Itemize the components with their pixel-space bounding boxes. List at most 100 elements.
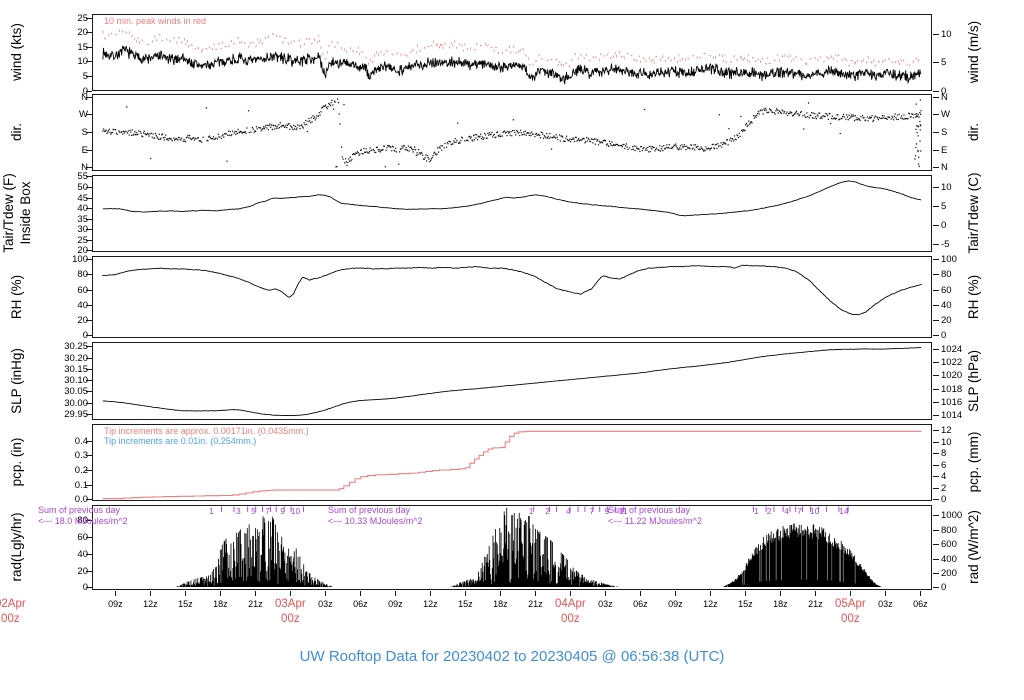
x-tick [850, 591, 852, 596]
x-date-z-label: 00z [561, 613, 580, 625]
y-tick [933, 186, 939, 188]
y-tick-label: 400 [941, 553, 957, 565]
y-tick [86, 229, 92, 231]
panel-wind-plot [102, 28, 922, 85]
y-tick [933, 348, 939, 350]
y-tick [933, 259, 939, 261]
panel-relative-humidity-plot [102, 264, 922, 316]
y-tick [933, 388, 939, 390]
x-tick [465, 591, 467, 596]
y-tick [86, 413, 92, 415]
x-date-label: 02Apr [0, 598, 26, 610]
x-tick-label: 15z [738, 599, 753, 609]
x-tick-label: 06z [353, 599, 368, 609]
panel-solar-radiation-plot [176, 506, 882, 588]
x-tick-label: 15z [458, 599, 473, 609]
x-date-label: 04Apr [554, 598, 586, 610]
y-tick [933, 96, 939, 98]
precip-accum-series [102, 430, 922, 500]
y-tick-label: 30.25 [64, 341, 88, 353]
y-tick [933, 33, 939, 35]
y-tick [86, 391, 92, 393]
y-tick [86, 570, 92, 572]
y-tick-label: 0.4 [74, 435, 88, 447]
y-tick [933, 375, 939, 377]
y-tick [86, 520, 92, 522]
y-tick-label: 60 [941, 284, 952, 296]
y-tick-label: 10 [77, 56, 88, 68]
y-tick-label: E [941, 144, 948, 156]
y-tick-label: 0.0 [74, 494, 88, 506]
y-tick-label: 40 [77, 299, 88, 311]
x-tick-label: 18z [493, 599, 508, 609]
y-tick [933, 464, 939, 466]
x-tick [395, 591, 397, 596]
y-tick-label: 60 [77, 284, 88, 296]
rad-cum-label: 4 [566, 506, 571, 516]
y-tick [86, 208, 92, 210]
y-tick [86, 289, 92, 291]
y-tick-label: 60 [77, 532, 88, 544]
y-tick [933, 544, 939, 546]
y-tick [86, 553, 92, 555]
y-tick-label: 1020 [941, 370, 963, 382]
y-tick-label: 0 [82, 85, 88, 97]
y-tick [933, 558, 939, 560]
x-tick [920, 591, 922, 596]
y-tick [933, 362, 939, 364]
y-tick [933, 114, 939, 116]
y-tick-label: 0 [82, 582, 88, 594]
rad-cum-label: 10 [809, 506, 820, 516]
x-tick [360, 591, 362, 596]
x-tick-label: 03z [598, 599, 613, 609]
rad-cum-ticks [221, 506, 849, 512]
y-tick-label: 1000 [941, 510, 963, 522]
panel-wind [92, 14, 932, 91]
y-tick-label: 80 [77, 269, 88, 281]
y-tick-label: 12 [941, 425, 952, 437]
y-tick-label: 29.95 [64, 408, 88, 420]
x-tick [885, 591, 887, 596]
rad-sum-day2: Sum of previous day <--- 10.33 MJoules/m… [328, 505, 423, 526]
rad-cum-label: 1 [753, 506, 759, 516]
x-tick [255, 591, 257, 596]
y-tick-label: 30.05 [64, 386, 88, 398]
y-tick-label: 1016 [941, 397, 963, 409]
y-tick-label: N [941, 91, 948, 103]
y-tick [86, 197, 92, 199]
y-tick [86, 239, 92, 241]
y-tick-label: 80 [77, 515, 88, 527]
rad-cum-label: 10 [290, 506, 301, 516]
x-date-label: 03Apr [274, 598, 306, 610]
y-tick-label: 50 [77, 181, 88, 193]
y-tick [933, 289, 939, 291]
y-tick [933, 402, 939, 404]
rad-cum-label: 11 [618, 506, 628, 516]
y-tick-label: 20 [77, 245, 88, 257]
y-tick-label: 10 [941, 28, 952, 40]
x-tick-label: 21z [248, 599, 263, 609]
y-tick-label: 30.15 [64, 363, 88, 375]
panel-relative-humidity [92, 256, 932, 338]
y-tick [86, 96, 92, 98]
y-tick-label: 40 [77, 548, 88, 560]
y-tick-label: 800 [941, 524, 957, 536]
x-tick-label: 18z [213, 599, 228, 609]
y-tick-label: 5 [941, 201, 947, 213]
y-tick [86, 537, 92, 539]
y-tick [86, 469, 92, 471]
y-tick-label: 30.00 [64, 397, 88, 409]
x-tick-label: 09z [388, 599, 403, 609]
rad-cum-label: 2 [545, 506, 550, 516]
panel-temperature-plot [102, 180, 922, 217]
rad-cum-label: 1 [528, 506, 534, 516]
y-tick-label: 4 [941, 471, 947, 483]
y-tick-label: W [79, 109, 88, 121]
x-tick-label: 06z [633, 599, 648, 609]
y-tick-label: 55 [77, 171, 88, 183]
y-tick [86, 402, 92, 404]
y-tick [86, 17, 92, 19]
x-tick [150, 591, 152, 596]
y-tick [86, 380, 92, 382]
x-tick [745, 591, 747, 596]
